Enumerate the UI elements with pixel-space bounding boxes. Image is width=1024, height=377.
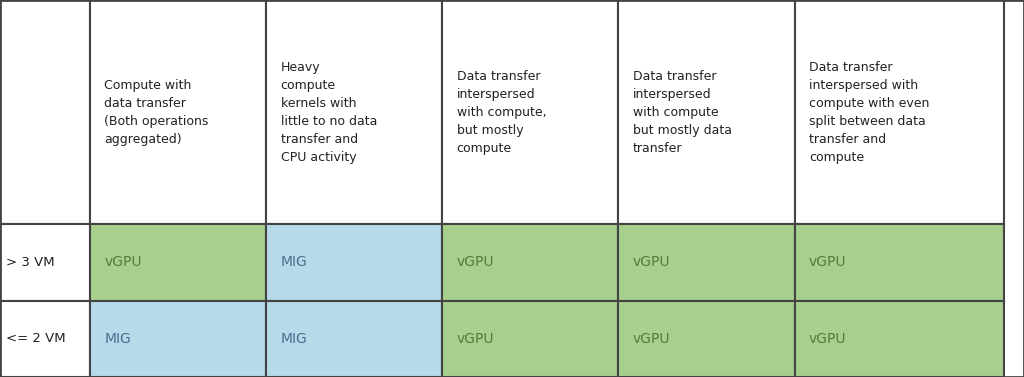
Bar [618,301,795,377]
Text: vGPU: vGPU [633,256,671,270]
Bar [90,0,266,224]
Bar [442,0,618,224]
Text: Data transfer
interspersed
with compute
but mostly data
transfer: Data transfer interspersed with compute … [633,70,732,155]
Text: MIG: MIG [104,332,131,346]
Text: vGPU: vGPU [457,256,495,270]
Text: vGPU: vGPU [457,332,495,346]
Text: Data transfer
interspersed
with compute,
but mostly
compute: Data transfer interspersed with compute,… [457,70,547,155]
Bar [90,224,266,301]
Text: > 3 VM: > 3 VM [6,256,54,269]
Bar [442,224,618,301]
Text: MIG: MIG [281,332,307,346]
Bar [795,301,1004,377]
Text: vGPU: vGPU [809,256,847,270]
Bar [0,224,90,301]
Bar [618,0,795,224]
Bar [618,224,795,301]
Text: Compute with
data transfer
(Both operations
aggregated): Compute with data transfer (Both operati… [104,79,209,146]
Bar [795,0,1004,224]
Text: vGPU: vGPU [633,332,671,346]
Bar [442,301,618,377]
Bar [90,301,266,377]
Bar [266,224,442,301]
Bar [266,301,442,377]
Bar [0,301,90,377]
Bar [795,224,1004,301]
Bar [266,0,442,224]
Text: Data transfer
interspersed with
compute with even
split between data
transfer an: Data transfer interspersed with compute … [809,61,930,164]
Text: <= 2 VM: <= 2 VM [6,333,66,345]
Text: vGPU: vGPU [104,256,142,270]
Text: vGPU: vGPU [809,332,847,346]
Text: MIG: MIG [281,256,307,270]
Text: Heavy
compute
kernels with
little to no data
transfer and
CPU activity: Heavy compute kernels with little to no … [281,61,377,164]
Bar [0,0,90,224]
